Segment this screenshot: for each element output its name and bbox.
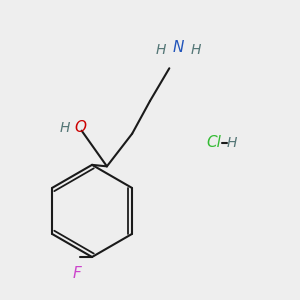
Text: O: O xyxy=(74,120,86,135)
Text: H: H xyxy=(226,136,237,150)
Text: H: H xyxy=(60,121,70,135)
Text: F: F xyxy=(73,266,82,281)
Text: N: N xyxy=(172,40,184,55)
Text: H: H xyxy=(191,44,201,57)
Text: Cl: Cl xyxy=(206,135,221,150)
Text: H: H xyxy=(155,44,166,57)
